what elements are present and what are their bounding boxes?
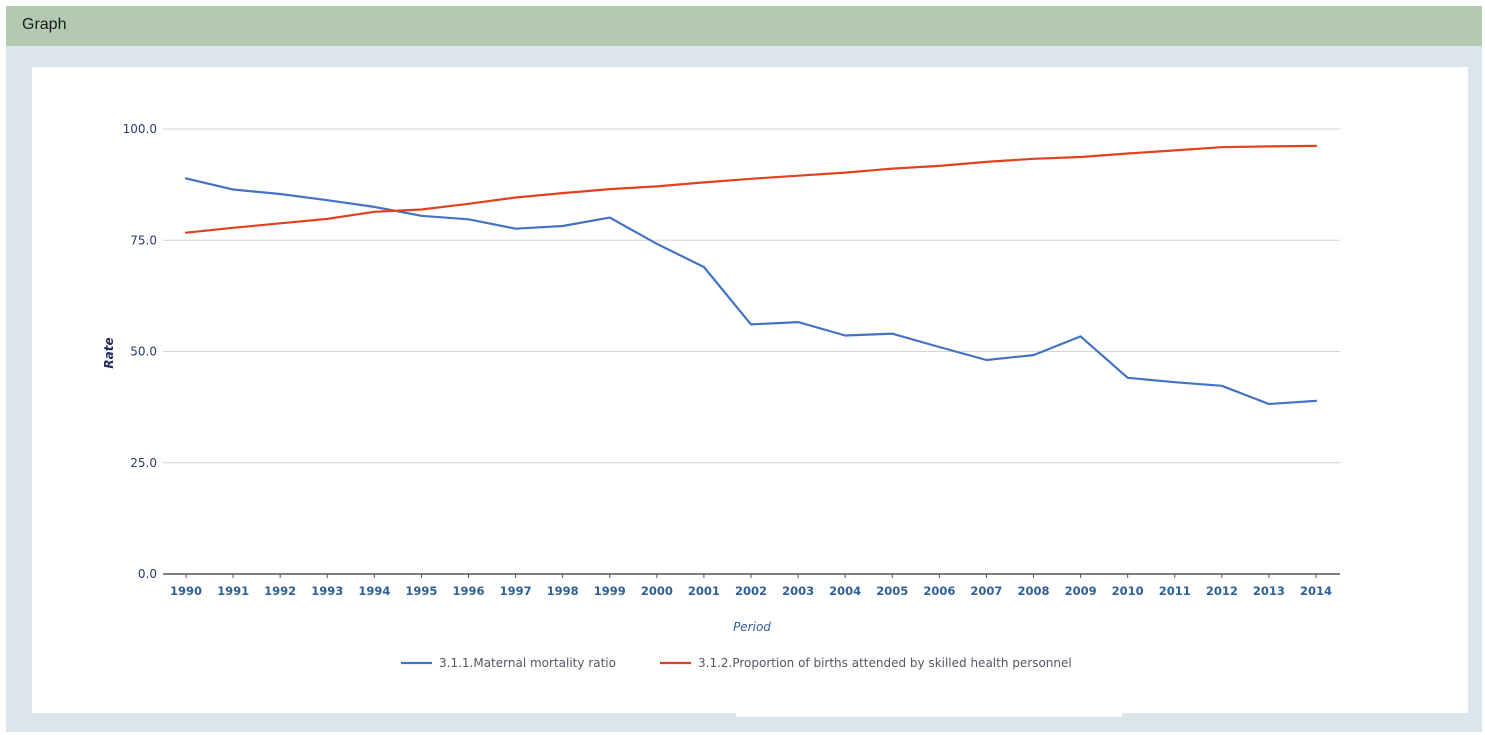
panel-header: Graph <box>6 6 1482 46</box>
y-tick-label: 50.0 <box>130 345 157 359</box>
x-tick-label: 1991 <box>217 584 249 598</box>
y-axis-label: Rate <box>102 337 116 368</box>
panel-title: Graph <box>22 16 67 33</box>
x-tick-label: 2009 <box>1065 584 1097 598</box>
x-tick-label: 1990 <box>170 584 202 598</box>
x-tick-label: 2003 <box>782 584 814 598</box>
x-tick-label: 2001 <box>688 584 720 598</box>
series-lines <box>184 144 1318 406</box>
x-tick-label: 2007 <box>970 584 1002 598</box>
x-tick-label: 1993 <box>311 584 343 598</box>
x-tick-label: 1995 <box>405 584 437 598</box>
x-tick-label: 2008 <box>1017 584 1049 598</box>
x-tick-label: 2014 <box>1300 584 1332 598</box>
x-tick-label: 1992 <box>264 584 296 598</box>
x-tick-label: 1998 <box>547 584 579 598</box>
graph-panel: Graph 0.0 25.0 50.0 75.0 100.0 1990 1991 1992 1… <box>6 6 1482 732</box>
series-line-1 <box>184 177 1318 406</box>
x-axis-ticks: 1990 1991 1992 1993 1994 1995 1996 1997 1998 1999… <box>170 574 1332 598</box>
y-tick-label: 0.0 <box>138 567 157 581</box>
x-tick-label: 1997 <box>500 584 532 598</box>
grid-lines <box>163 128 1340 575</box>
x-tick-label: 2000 <box>641 584 673 598</box>
y-axis-ticks: 0.0 25.0 50.0 75.0 100.0 <box>123 122 157 581</box>
x-tick-label: 2010 <box>1112 584 1144 598</box>
x-tick-label: 1994 <box>358 584 390 598</box>
chart-card: 0.0 25.0 50.0 75.0 100.0 1990 1991 1992 1993 199… <box>32 67 1468 717</box>
x-tick-label: 2013 <box>1253 584 1285 598</box>
y-tick-label: 100.0 <box>123 122 157 136</box>
y-tick-label: 75.0 <box>130 233 157 247</box>
x-tick-label: 1999 <box>594 584 626 598</box>
x-tick-label: 2011 <box>1159 584 1191 598</box>
series-line-2 <box>184 144 1318 234</box>
x-tick-label: 1996 <box>452 584 484 598</box>
x-tick-label: 2012 <box>1206 584 1238 598</box>
x-tick-label: 2006 <box>923 584 955 598</box>
legend-label-2: 3.1.2.Proportion of births attended by s… <box>698 656 1072 670</box>
y-tick-label: 25.0 <box>130 456 157 470</box>
x-tick-label: 2005 <box>876 584 908 598</box>
legend-label-1: 3.1.1.Maternal mortality ratio <box>439 656 616 670</box>
x-tick-label: 2004 <box>829 584 861 598</box>
x-tick-label: 2002 <box>735 584 767 598</box>
card-notch <box>736 713 1122 717</box>
x-axis-label: Period <box>733 620 771 634</box>
legend: 3.1.1.Maternal mortality ratio 3.1.2.Prop… <box>401 656 1072 670</box>
